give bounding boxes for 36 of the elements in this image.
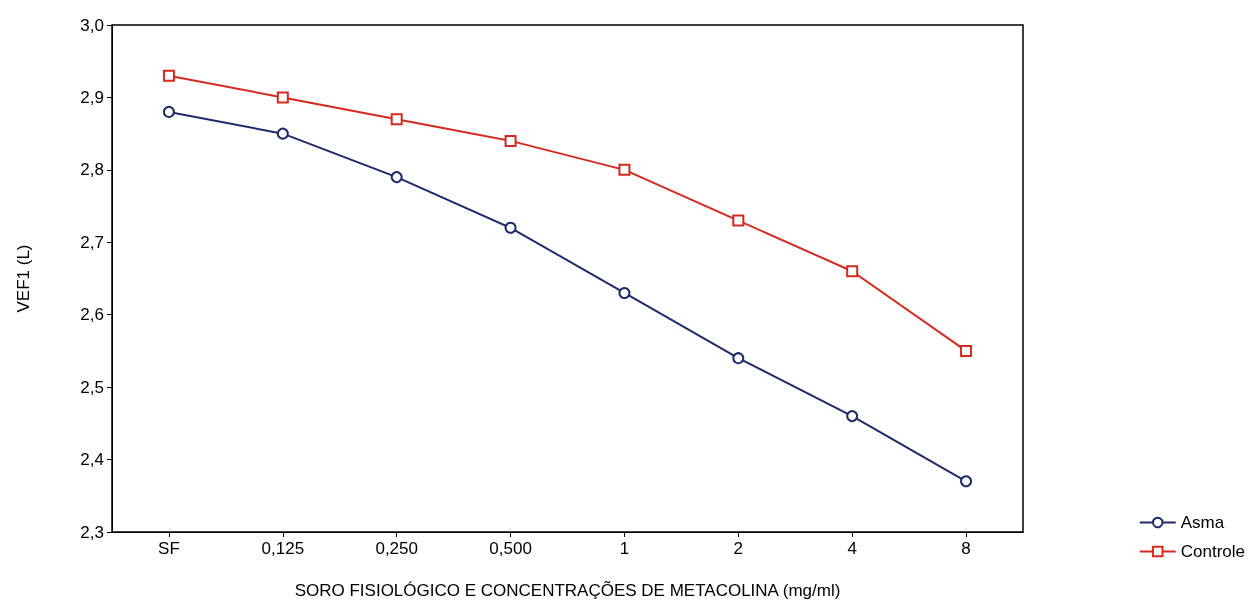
legend-label: Controle	[1180, 542, 1246, 561]
point	[732, 214, 745, 227]
x-tick-label: 4	[847, 539, 857, 558]
x-tick-label: 2	[733, 539, 744, 558]
point	[732, 352, 745, 365]
legend-label: Asma	[1180, 513, 1225, 532]
point	[504, 221, 517, 234]
y-tick-label: 3,0	[80, 15, 104, 35]
point	[162, 69, 175, 82]
point	[162, 105, 175, 118]
y-tick-label: 2,7	[80, 232, 104, 252]
point	[846, 410, 859, 423]
y-tick-label: 2,4	[80, 450, 104, 470]
point	[390, 113, 403, 126]
point	[618, 286, 631, 299]
y-tick-label: 2,9	[80, 87, 104, 107]
x-tick-label: 0,125	[261, 539, 305, 558]
y-tick-label: 2,5	[80, 377, 104, 397]
x-axis-title: SORO FISIOLÓGICO E CONCENTRAÇÕES DE METACOLINA (mg/ml)	[294, 581, 841, 600]
point	[846, 265, 859, 278]
point	[276, 127, 289, 140]
point	[276, 91, 289, 104]
x-tick-label: 1	[619, 539, 630, 558]
point	[960, 475, 973, 488]
y-axis-title: VEF1 (L)	[14, 244, 33, 313]
y-tick-label: 2,3	[80, 522, 104, 542]
x-tick-label: 0,500	[489, 539, 532, 558]
point	[390, 171, 403, 184]
y-tick-label: 2,6	[80, 305, 104, 325]
point	[960, 344, 973, 357]
x-tick-label: 8	[961, 539, 971, 558]
x-tick-label: 0,250	[375, 539, 418, 558]
x-tick-label: SF	[158, 539, 180, 558]
point	[504, 134, 517, 147]
y-tick-label: 2,8	[80, 160, 104, 180]
point	[618, 163, 631, 176]
